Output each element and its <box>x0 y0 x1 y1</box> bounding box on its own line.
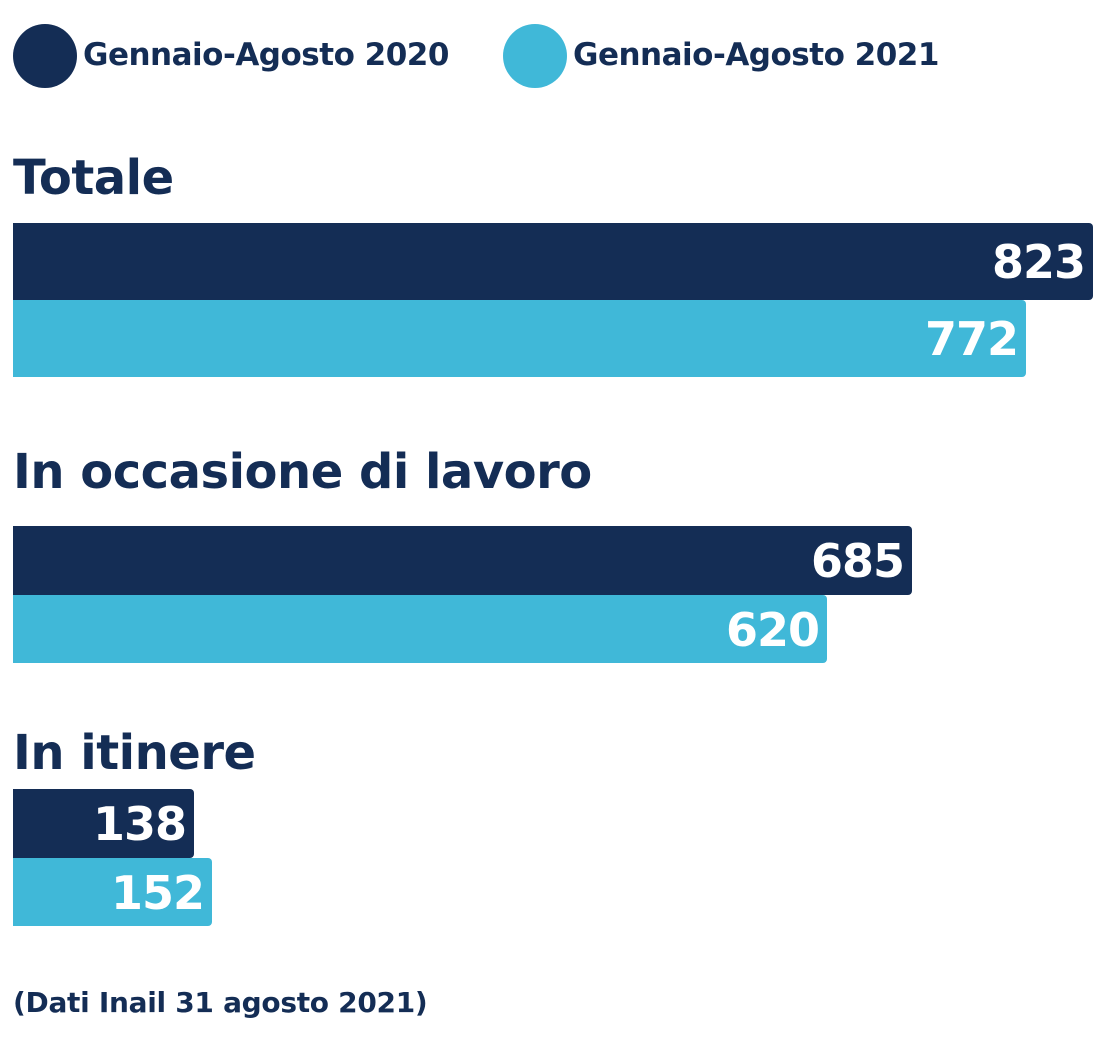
source-note: (Dati Inail 31 agosto 2021) <box>13 986 428 1019</box>
bar-value-totale-2021: 772 <box>924 312 1019 366</box>
bar-value-in-occasione-di-lavoro-2021: 620 <box>725 603 820 657</box>
legend: Gennaio-Agosto 2020 Gennaio-Agosto 2021 <box>0 0 1105 110</box>
legend-swatch-2020 <box>13 24 77 88</box>
category-title-in-itinere: In itinere <box>13 725 256 781</box>
bar-in-occasione-di-lavoro-2020 <box>13 526 912 595</box>
bar-totale-2021 <box>13 300 1026 377</box>
category-title-totale: Totale <box>13 150 174 206</box>
bar-in-itinere-2021 <box>13 858 212 926</box>
legend-swatch-2021 <box>503 24 567 88</box>
legend-label-2020: Gennaio-Agosto 2020 <box>83 37 449 73</box>
bar-value-totale-2020: 823 <box>991 235 1086 289</box>
bar-in-occasione-di-lavoro-2021 <box>13 595 827 663</box>
bar-value-in-itinere-2021: 152 <box>110 866 205 920</box>
bar-totale-2020 <box>13 223 1093 300</box>
bar-value-in-itinere-2020: 138 <box>92 797 187 851</box>
category-title-in-occasione-di-lavoro: In occasione di lavoro <box>13 444 592 500</box>
legend-label-2021: Gennaio-Agosto 2021 <box>573 37 939 73</box>
bar-value-in-occasione-di-lavoro-2020: 685 <box>810 534 905 588</box>
bar-in-itinere-2020 <box>13 789 194 858</box>
